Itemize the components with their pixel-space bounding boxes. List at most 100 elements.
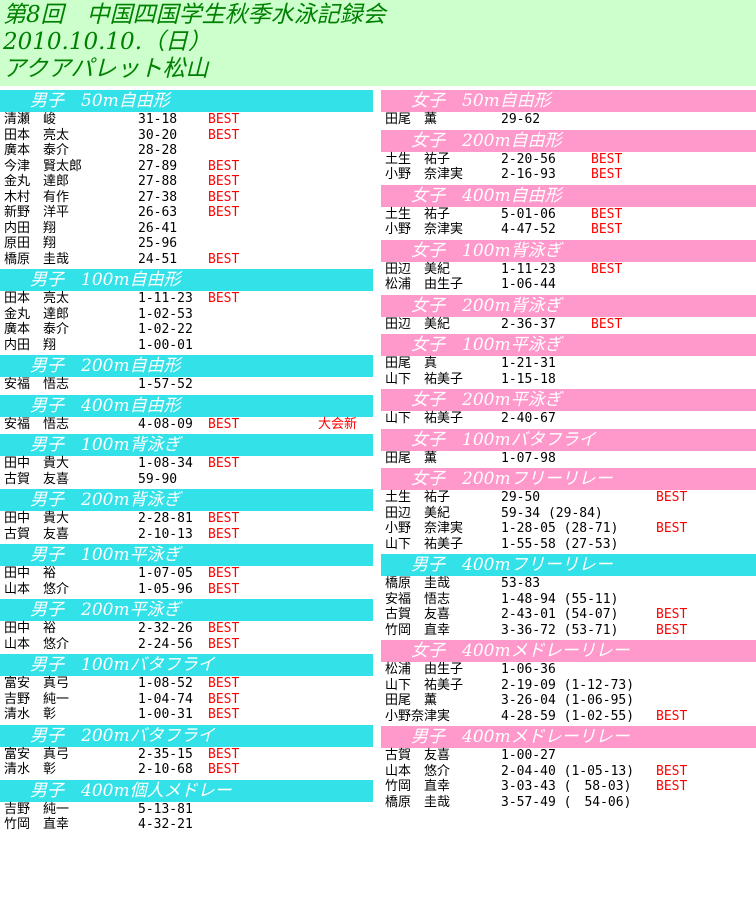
result-row: 小野 奈津実 1-28-05 (28-71) BEST [381, 521, 756, 537]
best-badge: BEST [208, 112, 240, 127]
result-time: 4-08-09 [138, 416, 193, 432]
result-time: 4-47-52 [501, 222, 556, 237]
result-row: 田尾 薫 29-62 [381, 112, 756, 128]
swimmer-name: 内田 翔 [4, 337, 57, 353]
event-section: 男子 50m自由形 清瀬 峻 31-18 BEST 田本 亮太 30-20 BEST 廣本 泰… [0, 90, 373, 267]
swimmer-name: 田本 亮太 [4, 291, 70, 306]
swimmer-name: 小野 奈津実 [385, 521, 464, 536]
event-title: 男子 200m背泳ぎ [0, 489, 373, 511]
result-time: 1-06-44 [501, 277, 556, 292]
swimmer-name: 吉野 純一 [4, 691, 70, 707]
best-badge: BEST [208, 691, 240, 707]
event-title: 男子 100mバタフライ [0, 654, 373, 676]
right-results-column: 女子 50m自由形 田尾 薫 29-62 女子 200m自由形 土生 祐子 2-20-56… [381, 90, 756, 812]
event-title: 男子 100m自由形 [0, 269, 373, 291]
result-time: 3-57-49 ( 54-06) [501, 794, 632, 810]
swimmer-name: 金丸 達郎 [4, 174, 70, 189]
event-section: 女子 100m背泳ぎ 田辺 美紀 1-11-23 BEST 松浦 由生子 1-06-44 [381, 239, 756, 293]
result-time: 26-41 [138, 220, 178, 236]
result-row: 田尾 薫 3-26-04 (1-06-95) [381, 693, 756, 709]
swimmer-name: 山本 悠介 [4, 581, 70, 597]
result-time: 1-05-96 [138, 581, 193, 597]
result-row: 山下 祐美子 2-19-09 (1-12-73) [381, 678, 756, 694]
result-time: 2-20-56 [501, 151, 556, 167]
best-badge: BEST [656, 763, 688, 779]
swimmer-name: 土生 祐子 [385, 151, 451, 167]
event-section: 男子 200mバタフライ 富安 真弓 2-35-15 BEST 清水 彰 2-10-68 B… [0, 724, 373, 778]
result-row: 田辺 美紀 1-11-23 BEST [381, 262, 756, 278]
result-row: 新野 洋平 26-63 BEST [0, 205, 373, 221]
result-time: 27-38 [138, 189, 178, 205]
event-section: 男子 100m平泳ぎ 田中 裕 1-07-05 BEST 山本 悠介 1-05-96 BES… [0, 544, 373, 597]
swimmer-name: 廣本 泰介 [4, 322, 70, 337]
result-row: 田中 貴大 1-08-34 BEST [0, 456, 373, 472]
result-time: 2-40-67 [501, 411, 556, 426]
swimmer-name: 廣本 泰介 [4, 143, 70, 158]
swimmer-name: 田中 裕 [4, 566, 57, 581]
event-section: 女子 200m自由形 土生 祐子 2-20-56 BEST 小野 奈津実 2-16-93 B… [381, 129, 756, 183]
swimmer-name: 山下 祐美子 [385, 677, 464, 693]
result-row: 松浦 由生子 1-06-44 [381, 277, 756, 293]
event-title: 女子 100m背泳ぎ [381, 239, 756, 262]
event-title: 男子 400m個人メドレー [0, 779, 373, 802]
swimmer-name: 田辺 美紀 [385, 505, 451, 521]
event-title: 男子 50m自由形 [0, 90, 373, 112]
result-time: 1-06-36 [501, 662, 556, 677]
event-title: 男子 100m平泳ぎ [0, 544, 373, 566]
result-row: 田本 亮太 1-11-23 BEST [0, 291, 373, 307]
event-title: 女子 200m自由形 [381, 129, 756, 152]
result-row: 古賀 友喜 2-43-01 (54-07) BEST [381, 607, 756, 623]
swimmer-name: 土生 祐子 [385, 206, 451, 222]
result-time: 1-21-31 [501, 356, 556, 371]
result-time: 1-55-58 (27-53) [501, 536, 619, 552]
result-time: 1-02-22 [138, 322, 193, 337]
event-title: 女子 200mフリーリレー [381, 468, 756, 490]
best-badge: BEST [208, 676, 240, 691]
result-time: 5-01-06 [501, 206, 556, 222]
result-time: 27-89 [138, 158, 178, 174]
result-time: 30-20 [138, 127, 178, 143]
best-badge: BEST [208, 416, 240, 432]
result-row: 清水 彰 2-10-68 BEST [0, 762, 373, 778]
result-row: 田辺 美紀 2-36-37 BEST [381, 317, 756, 333]
event-section: 男子 200m平泳ぎ 田中 裕 2-32-26 BEST 山本 悠介 2-24-56 BES… [0, 599, 373, 652]
meet-date: 2010.10.10.（日） [3, 29, 211, 55]
event-section: 男子 100m背泳ぎ 田中 貴大 1-08-34 BEST 古賀 友喜 59-90 [0, 434, 373, 487]
result-time: 59-90 [138, 471, 178, 487]
swimmer-name: 吉野 純一 [4, 801, 70, 817]
result-time: 1-04-74 [138, 691, 193, 707]
result-time: 1-07-05 [138, 566, 193, 581]
meet-record-badge: 大会新 [318, 416, 358, 432]
result-row: 山本 悠介 1-05-96 BEST [0, 582, 373, 598]
event-section: 女子 400m自由形 土生 祐子 5-01-06 BEST 小野 奈津実 4-47-52 B… [381, 184, 756, 238]
swimmer-name: 田尾 真 [385, 356, 438, 371]
result-time: 2-10-68 [138, 762, 193, 777]
result-row: 田本 亮太 30-20 BEST [0, 128, 373, 144]
result-row: 古賀 友喜 59-90 [0, 472, 373, 488]
result-time: 2-32-26 [138, 621, 193, 636]
best-badge: BEST [208, 174, 240, 189]
event-title: 男子 400mメドレーリレー [381, 726, 756, 748]
swimmer-name: 田辺 美紀 [385, 316, 451, 332]
result-row: 田中 裕 2-32-26 BEST [0, 621, 373, 637]
swimmer-name: 小野奈津実 [385, 708, 451, 724]
swimmer-name: 竹岡 直幸 [385, 779, 451, 794]
best-badge: BEST [208, 189, 240, 205]
best-badge: BEST [656, 521, 688, 536]
swimmer-name: 田中 裕 [4, 621, 57, 636]
result-time: 1-08-34 [138, 456, 193, 471]
swimmer-name: 富安 真弓 [4, 746, 70, 762]
event-title: 女子 100mバタフライ [381, 428, 756, 451]
result-time: 2-28-81 [138, 511, 193, 526]
result-row: 富安 真弓 1-08-52 BEST [0, 676, 373, 692]
result-row: 木村 有作 27-38 BEST [0, 190, 373, 206]
result-time: 1-00-31 [138, 707, 193, 722]
result-row: 田中 裕 1-07-05 BEST [0, 566, 373, 582]
result-time: 5-13-81 [138, 801, 193, 817]
swimmer-name: 金丸 達郎 [4, 306, 70, 322]
result-row: 古賀 友喜 1-00-27 [381, 748, 756, 764]
result-row: 小野奈津実 4-28-59 (1-02-55) BEST [381, 709, 756, 725]
event-section: 女子 200m平泳ぎ 山下 祐美子 2-40-67 [381, 389, 756, 427]
swimmer-name: 内田 翔 [4, 220, 57, 236]
best-badge: BEST [591, 167, 623, 182]
